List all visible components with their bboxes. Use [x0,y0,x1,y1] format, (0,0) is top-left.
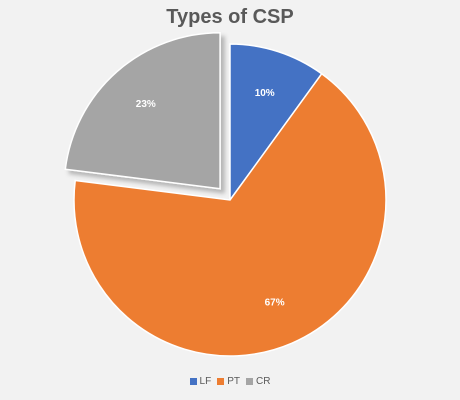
legend-swatch-lf [189,378,197,385]
legend-swatch-cr [246,378,253,385]
legend-item-lf: LF [189,376,212,387]
legend-item-cr: CR [246,376,270,387]
data-label-cr: 23% [136,99,156,110]
pie-slice-cr [64,31,221,190]
legend-label-cr: CR [256,376,271,387]
pie-slice-pt [73,72,387,357]
legend-label-lf: LF [199,376,212,387]
data-label-pt: 67% [265,298,285,309]
legend-swatch-pt [217,378,225,385]
data-label-lf: 10% [255,88,275,99]
legend-item-pt: PT [217,376,240,387]
legend-label-pt: PT [227,376,240,387]
pie-slice-lf [229,43,323,203]
chart-title: Types of CSP [166,6,294,28]
legend: LF PT CR [0,376,460,387]
